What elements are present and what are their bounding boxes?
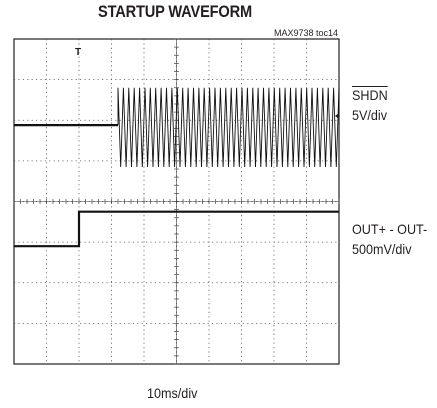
- plot-axis-ticks: [13, 38, 340, 365]
- x-scale-label: 10ms/div: [147, 385, 198, 401]
- chart-title: STARTUP WAVEFORM: [97, 2, 252, 21]
- shdn-channel-label: SHDN: [352, 87, 388, 103]
- out-scale-label: 500mV/div: [352, 241, 412, 257]
- shdn-level-marker: [335, 113, 339, 119]
- shdn-scale-label: 5V/div: [352, 107, 388, 123]
- figure-id: MAX9738 toc14: [274, 28, 338, 38]
- trigger-marker: T: [75, 47, 81, 58]
- out-channel-label: OUT+ - OUT-: [352, 221, 428, 237]
- trace-layer: [14, 87, 340, 248]
- shdn-trace: [14, 210, 339, 248]
- out-trace-burst: [117, 87, 340, 168]
